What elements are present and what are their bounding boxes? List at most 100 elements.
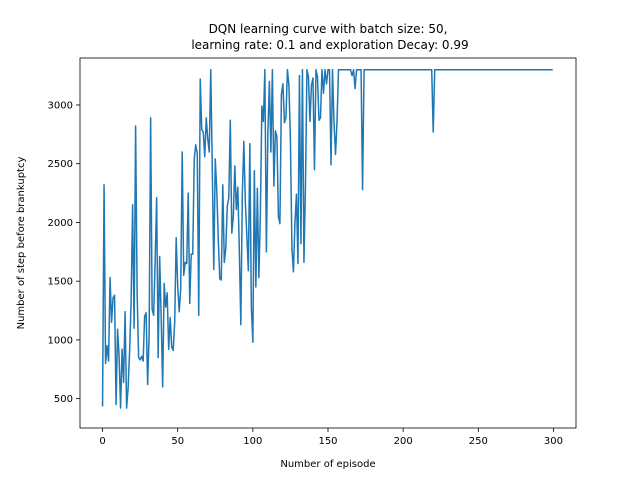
data-point xyxy=(125,407,128,409)
data-point xyxy=(340,69,343,71)
data-point xyxy=(110,321,113,323)
data-point xyxy=(219,278,221,280)
data-point xyxy=(116,328,119,330)
data-point xyxy=(307,76,310,78)
data-point xyxy=(524,69,526,71)
data-point xyxy=(516,69,518,71)
data-point xyxy=(133,327,135,329)
chart-title-line-2: learning rate: 0.1 and exploration Decay… xyxy=(191,38,468,52)
data-point xyxy=(352,69,355,71)
data-point xyxy=(267,132,269,134)
data-point xyxy=(348,69,350,71)
data-point xyxy=(377,69,379,71)
data-point xyxy=(211,166,213,168)
data-point xyxy=(334,153,337,155)
data-point xyxy=(214,158,216,160)
data-point xyxy=(512,69,514,71)
data-point xyxy=(360,69,362,71)
data-point xyxy=(453,69,455,71)
data-point xyxy=(351,75,353,77)
data-point xyxy=(318,119,320,121)
data-point xyxy=(234,165,236,167)
data-point xyxy=(434,69,436,71)
plot-area xyxy=(101,69,553,409)
data-point xyxy=(358,69,361,71)
data-point xyxy=(201,129,203,131)
data-point xyxy=(204,156,206,158)
data-point xyxy=(231,232,233,234)
data-point xyxy=(407,69,409,71)
data-point xyxy=(402,69,404,71)
data-point xyxy=(322,92,325,94)
data-point xyxy=(165,306,167,308)
data-point xyxy=(145,312,147,314)
data-point xyxy=(501,69,503,71)
data-point xyxy=(470,69,472,71)
data-point xyxy=(225,247,227,249)
data-point xyxy=(373,69,376,71)
data-point xyxy=(503,69,505,71)
data-point xyxy=(168,348,170,350)
data-point xyxy=(256,187,258,189)
data-point xyxy=(195,144,197,146)
data-point xyxy=(465,69,467,71)
data-point xyxy=(345,69,347,71)
data-point xyxy=(420,69,422,71)
data-point xyxy=(325,83,328,85)
data-point xyxy=(443,69,445,71)
data-point xyxy=(258,277,260,279)
data-point xyxy=(327,69,329,71)
data-point xyxy=(545,69,547,71)
data-point xyxy=(316,76,319,78)
data-point xyxy=(440,69,442,71)
data-point xyxy=(522,69,524,71)
data-point xyxy=(500,69,502,71)
data-point xyxy=(166,292,168,294)
data-point xyxy=(549,69,552,71)
data-point xyxy=(208,151,210,153)
data-point xyxy=(177,285,179,287)
series-points xyxy=(101,69,553,409)
data-point xyxy=(422,69,424,71)
data-point xyxy=(118,355,120,357)
chart-title-line-1: DQN learning curve with batch size: 50, xyxy=(209,22,448,36)
data-point xyxy=(262,120,264,123)
data-point xyxy=(103,184,105,186)
data-point xyxy=(279,223,281,225)
data-point xyxy=(184,261,186,263)
data-point xyxy=(513,69,515,71)
data-point xyxy=(383,69,385,71)
data-point xyxy=(246,234,248,236)
data-point xyxy=(551,69,553,71)
data-point xyxy=(119,407,122,409)
data-point xyxy=(261,105,263,107)
data-point xyxy=(428,69,430,71)
data-point xyxy=(291,247,293,249)
data-point xyxy=(423,69,425,71)
data-point xyxy=(471,69,473,71)
data-point xyxy=(354,87,356,90)
data-point xyxy=(181,151,183,153)
data-point xyxy=(199,78,201,80)
data-point xyxy=(301,69,304,71)
data-point xyxy=(416,69,418,71)
data-point xyxy=(491,69,493,71)
data-point xyxy=(369,69,371,71)
data-point xyxy=(154,260,156,262)
data-point xyxy=(399,69,401,71)
data-point xyxy=(163,282,165,285)
data-point xyxy=(207,138,209,140)
data-point xyxy=(130,301,132,303)
data-point xyxy=(106,345,108,347)
data-point xyxy=(515,69,517,71)
data-point xyxy=(247,270,249,272)
data-point xyxy=(370,69,373,71)
data-point xyxy=(498,69,500,71)
data-point xyxy=(127,387,129,389)
data-point xyxy=(456,69,458,71)
data-point xyxy=(295,193,298,195)
data-point xyxy=(280,93,283,96)
data-point xyxy=(357,69,359,71)
data-point xyxy=(492,69,494,71)
data-point xyxy=(213,268,215,271)
